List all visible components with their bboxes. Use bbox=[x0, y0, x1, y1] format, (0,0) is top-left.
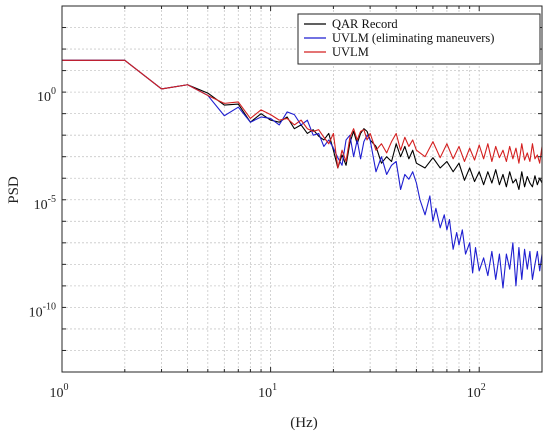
series-line-2 bbox=[62, 59, 543, 169]
series-line-1 bbox=[62, 59, 543, 289]
x-tick-label: 102 bbox=[467, 382, 486, 401]
axis-ticks bbox=[61, 5, 543, 373]
legend-label-1: UVLM (eliminating maneuvers) bbox=[332, 31, 494, 45]
y-tick-labels: 100 10-5 10-10 bbox=[29, 86, 56, 320]
y-tick-label: 100 bbox=[37, 86, 56, 105]
grid-lines bbox=[61, 5, 543, 373]
x-tick-label: 100 bbox=[50, 382, 69, 401]
x-tick-labels: 100 101 102 bbox=[50, 382, 486, 401]
y-tick-label: 10-10 bbox=[29, 301, 56, 320]
series-layer bbox=[62, 59, 543, 289]
legend-label-2: UVLM bbox=[332, 45, 369, 59]
y-tick-label: 10-5 bbox=[34, 194, 56, 213]
legend-label-0: QAR Record bbox=[332, 17, 398, 31]
x-tick-label: 101 bbox=[258, 382, 277, 401]
plot-background bbox=[62, 6, 542, 372]
legend-box bbox=[297, 13, 541, 65]
x-axis-title: (Hz) bbox=[290, 415, 317, 431]
plot-frame bbox=[61, 5, 543, 373]
y-axis-title: PSD bbox=[6, 176, 22, 204]
series-line-0 bbox=[62, 59, 543, 191]
